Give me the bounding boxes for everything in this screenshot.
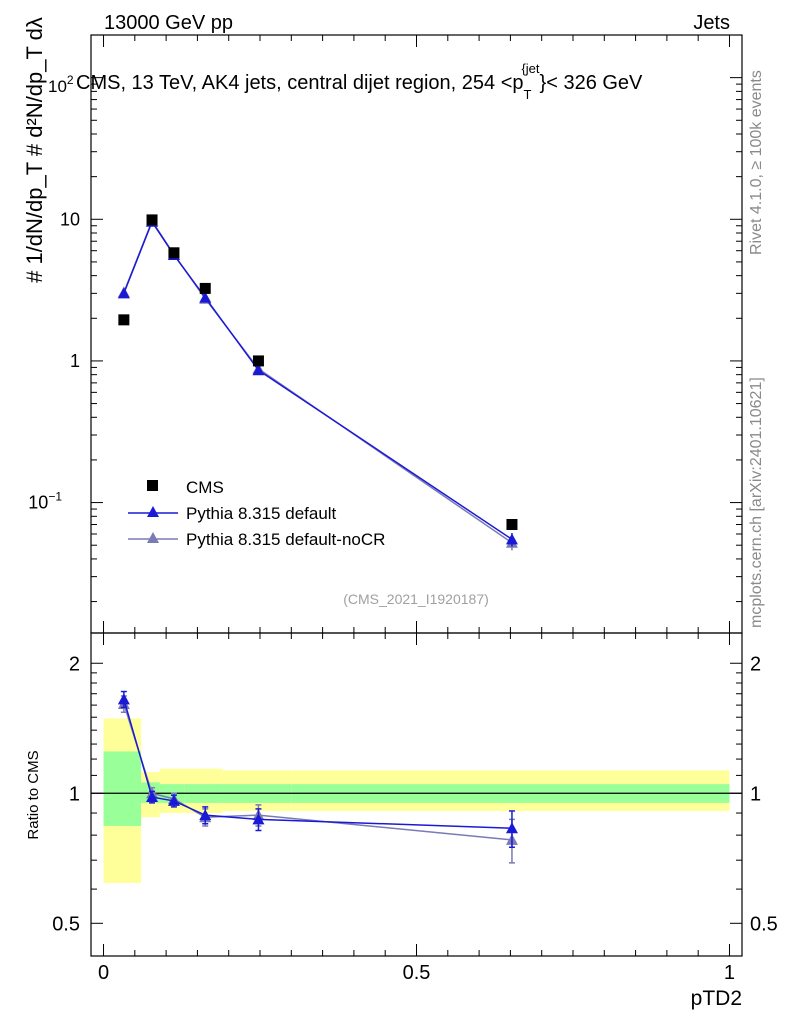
- legend-label-nocr: Pythia 8.315 default-noCR: [186, 530, 385, 549]
- ratio-ytick-label-right: 1: [750, 783, 761, 805]
- main-ytick-label: 1: [70, 351, 80, 371]
- x-axis-label: pTD2: [691, 987, 742, 1010]
- rivet-label: Rivet 4.1.0, ≥ 100k events: [748, 70, 765, 255]
- cms-point: [146, 214, 158, 226]
- ratio-xtick-label: 0: [98, 962, 109, 984]
- svg-text:Rivet 4.1.0, ≥ 100k events: Rivet 4.1.0, ≥ 100k events: [748, 70, 765, 255]
- series-point-1: [505, 533, 518, 545]
- legend-label-default: Pythia 8.315 default: [186, 504, 337, 523]
- legend-marker-nocr: [147, 532, 159, 543]
- svg-text:# 1/dN/dp_T # d²N/dp_T dλ: # 1/dN/dp_T # d²N/dp_T dλ: [22, 17, 47, 283]
- main-title: CMS, 13 TeV, AK4 jets, central dijet reg…: [76, 61, 643, 102]
- main-ylabel: # 1/dN/dp_T # d²N/dp_T dλ: [22, 17, 47, 283]
- series-point-1: [199, 291, 212, 303]
- ratio-ytick-label-right: 0.5: [750, 913, 778, 935]
- cms-point: [168, 247, 180, 259]
- series-line-2: [123, 219, 513, 544]
- main-data: [117, 214, 518, 551]
- legend-marker-cms: [147, 480, 158, 491]
- main-ytick-label-sup: −1: [48, 490, 62, 504]
- legend-label-cms: CMS: [186, 478, 224, 497]
- ratio-xtick-label: 1: [724, 962, 735, 984]
- ratio-ytick-label: 1: [69, 783, 80, 805]
- ratio-point-0: [505, 822, 518, 834]
- series-line-1: [123, 220, 513, 540]
- ratio-axis-ticks: 0.5 0.5 1 1 2 2 0 0.5 1: [52, 633, 778, 984]
- ratio-point-0: [117, 693, 130, 705]
- ratio-xtick-label: 0.5: [403, 962, 431, 984]
- main-ytick-label: 10: [60, 209, 80, 229]
- cms-point: [118, 314, 130, 326]
- ratio-line-0: [123, 699, 512, 829]
- y-exponent-label: 102: [48, 73, 74, 96]
- ratio-point-0: [252, 813, 265, 825]
- ratio-point-0: [167, 794, 180, 806]
- series-point-1: [117, 287, 130, 299]
- ratio-data: [117, 690, 518, 864]
- cms-point: [506, 519, 518, 531]
- cms-point: [199, 282, 211, 294]
- svg-text:Ratio to CMS: Ratio to CMS: [25, 750, 42, 839]
- ratio-point-0: [199, 809, 212, 821]
- series-point-1: [252, 364, 265, 376]
- ratio-point-0: [146, 791, 159, 803]
- ratio-ytick-label: 0.5: [52, 913, 80, 935]
- mcplots-label: mcplots.cern.ch [arXiv:2401.10621]: [748, 377, 765, 628]
- header-left: 13000 GeV pp: [104, 12, 233, 34]
- legend-marker-default: [147, 506, 159, 517]
- ratio-ytick-label: 2: [69, 653, 80, 675]
- header-right: Jets: [693, 12, 730, 34]
- reference-label: (CMS_2021_I1920187): [343, 591, 489, 607]
- ratio-ylabel: Ratio to CMS: [25, 750, 42, 839]
- ratio-ytick-label-right: 2: [750, 653, 761, 675]
- cms-point: [252, 355, 264, 367]
- svg-text:mcplots.cern.ch [arXiv:2401.10: mcplots.cern.ch [arXiv:2401.10621]: [748, 377, 765, 628]
- ratio-bands: [91, 718, 742, 883]
- band-stat-0: [103, 751, 142, 826]
- legend: CMS Pythia 8.315 default Pythia 8.315 de…: [128, 478, 385, 549]
- main-ytick-label: 10−1: [28, 490, 62, 513]
